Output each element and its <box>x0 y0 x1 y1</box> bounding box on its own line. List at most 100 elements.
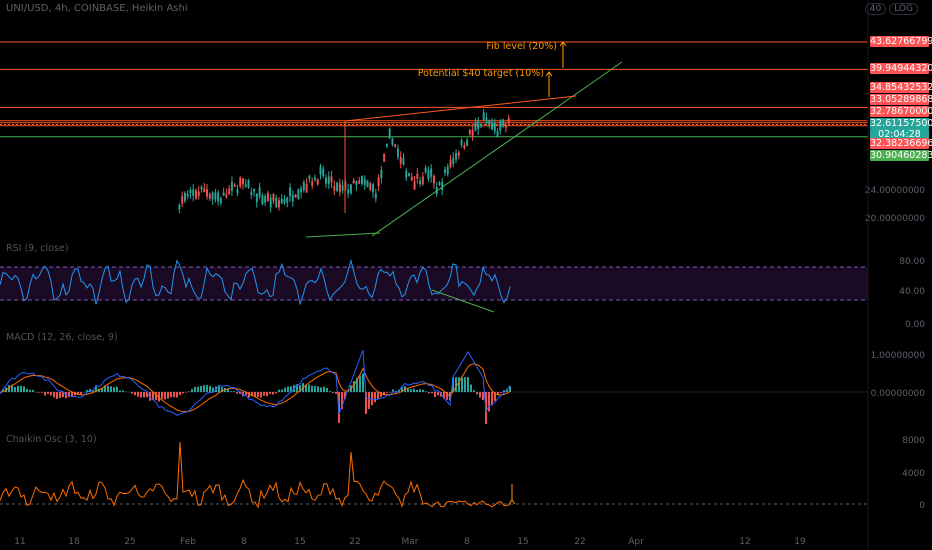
macd-histogram-bar <box>59 392 61 399</box>
candle-body <box>269 197 272 208</box>
log-scale-button[interactable]: LOG <box>889 3 918 15</box>
time-axis-label: 15 <box>294 537 305 547</box>
macd-histogram-bar <box>104 385 106 392</box>
candle-body <box>217 192 220 202</box>
macd-histogram-bar <box>17 385 19 392</box>
candle-body <box>377 177 380 187</box>
macd-histogram-bar <box>158 392 160 402</box>
macd-histogram-bar <box>23 386 25 392</box>
candle-body <box>419 180 422 185</box>
candle-body <box>297 189 300 199</box>
macd-histogram-bar <box>287 386 289 392</box>
time-axis-label: 18 <box>68 537 80 547</box>
macd-histogram-bar <box>281 389 283 392</box>
macd-histogram-bar <box>2 389 4 392</box>
candle-body <box>189 190 192 194</box>
macd-histogram-bar <box>56 392 58 399</box>
target-arrow-head <box>545 71 553 77</box>
macd-histogram-bar <box>305 384 307 392</box>
candle-body <box>460 140 463 146</box>
macd-histogram-bar <box>245 392 247 396</box>
macd-histogram-bar <box>77 392 79 396</box>
macd-histogram-bar <box>314 385 316 392</box>
candle-body <box>424 167 427 173</box>
macd-histogram-bar <box>410 389 412 392</box>
candle-body <box>341 185 344 191</box>
macd-histogram-bar <box>80 392 82 395</box>
candle-body <box>499 120 502 131</box>
candle-body <box>219 198 222 204</box>
candle-body <box>432 176 435 184</box>
macd-histogram-bar <box>380 392 382 397</box>
candle-body <box>380 169 383 179</box>
candle-body <box>449 159 452 168</box>
macd-histogram-bar <box>236 392 238 394</box>
rsi-label: RSI (9, close) <box>6 243 69 254</box>
macd-histogram-bar <box>332 392 334 393</box>
candle-body <box>471 129 474 137</box>
price-tick: 20.00000000 <box>865 214 925 224</box>
macd-histogram-bar <box>437 392 439 396</box>
candle-body <box>396 148 399 158</box>
macd-histogram-bar <box>161 392 163 399</box>
candle-body <box>280 198 283 204</box>
price-badge: 32.61157500 <box>870 118 932 129</box>
macd-histogram-bar <box>107 385 109 392</box>
macd-histogram-bar <box>482 392 484 400</box>
macd-histogram-bar <box>371 392 373 406</box>
macd-histogram-bar <box>149 392 151 401</box>
rsi-band <box>0 267 868 300</box>
chaikin-arrow-head <box>508 499 516 505</box>
candle-body <box>385 143 388 147</box>
macd-histogram-bar <box>134 392 136 396</box>
candle-body <box>206 189 209 197</box>
candle-body <box>402 157 405 165</box>
macd-histogram-bar <box>467 377 469 392</box>
auto-scale-button[interactable]: 40 <box>864 3 887 15</box>
macd-histogram-bar <box>326 388 328 392</box>
macd-histogram-bar <box>395 391 397 392</box>
macd-histogram-bar <box>26 388 28 392</box>
macd-histogram-bar <box>38 392 40 393</box>
macd-histogram-bar <box>320 387 322 392</box>
candle-body <box>316 179 319 185</box>
scale-toolbar[interactable]: 40 LOG <box>862 3 918 15</box>
candle-body <box>383 154 386 162</box>
macd-histogram-bar <box>29 389 31 392</box>
macd-histogram-bar <box>353 381 355 392</box>
macd-histogram-bar <box>323 386 325 392</box>
candle-body <box>446 166 449 175</box>
macd-histogram-bar <box>428 392 430 394</box>
candle-body <box>266 193 269 201</box>
candle-body <box>482 112 485 120</box>
macd-histogram-bar <box>509 386 511 392</box>
rsi-tick: 80.00 <box>899 257 925 267</box>
candle-body <box>408 173 410 177</box>
price-badge: 43.62766799 <box>870 36 932 47</box>
price-badge: 30.90460283 <box>870 150 932 161</box>
candle-body <box>242 178 244 185</box>
macd-histogram-bar <box>119 390 121 392</box>
macd-histogram-bar <box>239 392 241 394</box>
candle-body <box>502 119 505 127</box>
macd-histogram-bar <box>269 392 271 395</box>
rsi-line <box>0 258 511 306</box>
candle-body <box>236 189 239 194</box>
price-badge: 34.85432532 <box>870 82 932 93</box>
macd-histogram-bar <box>488 392 490 412</box>
candle-body <box>441 181 444 191</box>
candle-body <box>352 180 355 184</box>
time-axis-label: 15 <box>517 537 528 547</box>
candle-body <box>244 184 247 187</box>
candle-body <box>239 177 242 187</box>
candle-body <box>485 117 488 122</box>
macd-histogram-bar <box>416 389 418 392</box>
price-badge: 02:04:28 <box>870 129 929 140</box>
macd-histogram-bar <box>464 377 466 392</box>
macd-histogram-bar <box>308 384 310 392</box>
candle-body <box>233 184 236 187</box>
price-badge: 33.05289868 <box>870 94 932 105</box>
candle-body <box>275 197 278 208</box>
macd-histogram-bar <box>170 392 172 398</box>
